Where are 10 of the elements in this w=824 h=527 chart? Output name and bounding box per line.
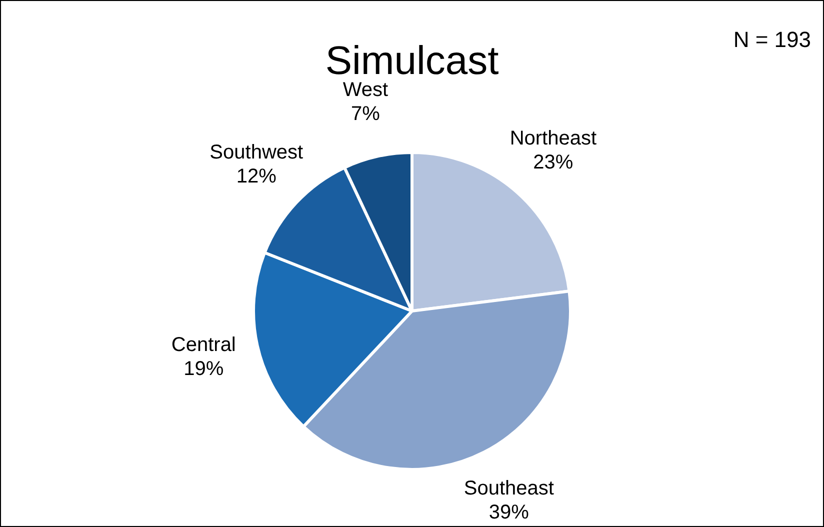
slice-label: Southwest <box>210 141 304 164</box>
slice-label: Southeast <box>464 478 554 500</box>
text: N = 193 <box>733 27 811 53</box>
data-label: 12% <box>236 165 277 188</box>
data-label: 23% <box>533 151 574 174</box>
data-label: 39% <box>488 502 530 524</box>
data-label: 7% <box>350 103 380 126</box>
data-label: 19% <box>184 358 224 380</box>
slice-label: Central <box>171 334 236 356</box>
slice-label: Northeast <box>510 127 597 150</box>
